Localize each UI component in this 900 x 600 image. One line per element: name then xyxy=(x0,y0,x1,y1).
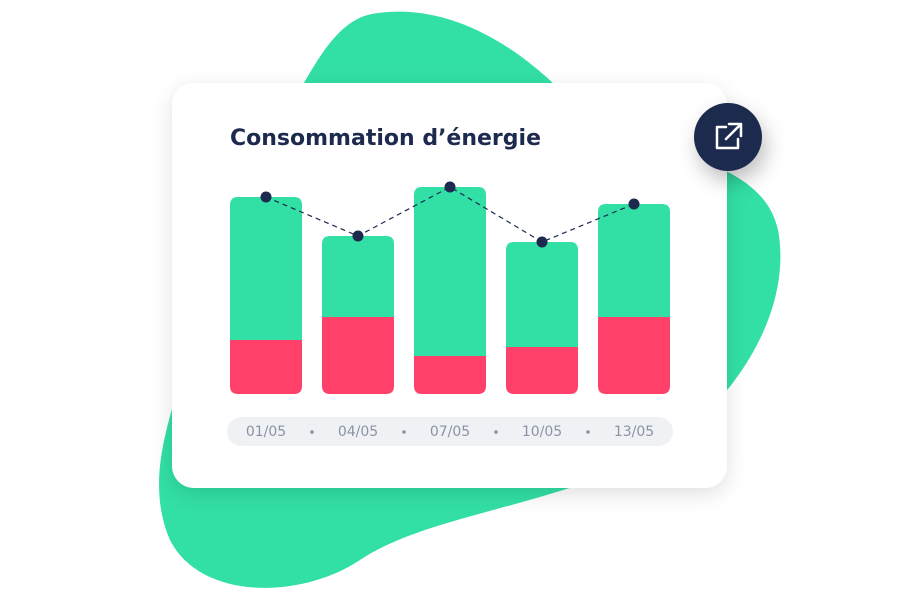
x-tick-label: 13/05 xyxy=(614,424,654,440)
x-tick-label: 04/05 xyxy=(338,424,378,440)
bar-segment xyxy=(598,317,670,394)
separator-dot xyxy=(586,430,590,434)
trend-point xyxy=(260,191,272,203)
external-link-icon xyxy=(715,122,743,150)
date-pill xyxy=(227,417,673,446)
trend-point xyxy=(536,236,548,248)
bar-segment xyxy=(322,236,394,317)
separator-dot xyxy=(402,430,406,434)
bar-segment xyxy=(506,242,578,347)
external-link-button[interactable] xyxy=(694,103,762,171)
x-tick-label: 01/05 xyxy=(246,424,286,440)
trend-line xyxy=(265,186,635,243)
bar-segment xyxy=(506,347,578,394)
chart-title: Consommation d’énergie xyxy=(230,126,541,151)
bar-segment xyxy=(414,187,486,356)
trend-point xyxy=(628,198,640,210)
bar-segment xyxy=(414,356,486,394)
x-tick-label: 07/05 xyxy=(430,424,470,440)
bar-segment xyxy=(230,340,302,394)
separator-dot xyxy=(310,430,314,434)
bar-segment xyxy=(322,317,394,394)
trend-point xyxy=(444,181,456,193)
separator-dot xyxy=(494,430,498,434)
trend-point xyxy=(352,230,364,242)
bar-segment xyxy=(230,197,302,340)
x-tick-label: 10/05 xyxy=(522,424,562,440)
bar-segment xyxy=(598,204,670,317)
